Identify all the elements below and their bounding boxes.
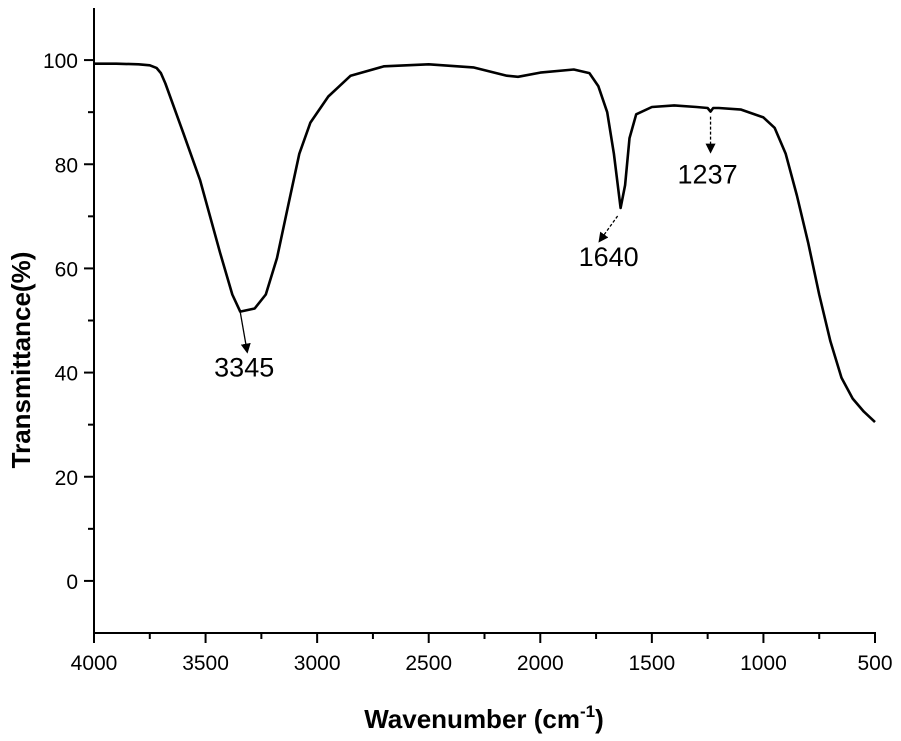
y-tick-label: 100 — [43, 50, 78, 73]
x-tick-label: 3500 — [182, 652, 229, 675]
x-axis-title-superscript: -1 — [580, 702, 595, 721]
x-tick-label: 500 — [857, 652, 892, 675]
y-tick-label: 80 — [55, 154, 78, 177]
axes — [93, 8, 876, 634]
annotation-arrow — [598, 215, 619, 243]
x-tick-label: 1500 — [628, 652, 675, 675]
y-axis-title: Transmittance(%) — [6, 252, 36, 469]
annotation-arrow — [239, 311, 251, 354]
x-tick-label: 2000 — [517, 652, 564, 675]
spectrum-line — [94, 62, 876, 424]
y-tick-label: 60 — [55, 258, 78, 281]
x-tick-label: 1000 — [740, 652, 787, 675]
x-axis-title: Wavenumber (cm-1) — [364, 702, 604, 734]
ticks: 4000 3500 3000 2500 2000 1500 1000 500 0 20 40 60 80… — [43, 50, 893, 675]
y-tick-label: 0 — [66, 571, 78, 594]
x-tick-label: 2500 — [405, 652, 452, 675]
annotation-label: 1237 — [678, 160, 738, 190]
y-tick-label: 40 — [55, 363, 78, 386]
y-tick-label: 20 — [55, 467, 78, 490]
annotation-label: 1640 — [579, 242, 639, 272]
x-tick-label: 3000 — [294, 652, 341, 675]
annotation-label: 3345 — [214, 353, 274, 383]
annotations: 3345 1640 1237 — [214, 116, 738, 383]
x-tick-label: 4000 — [71, 652, 118, 675]
